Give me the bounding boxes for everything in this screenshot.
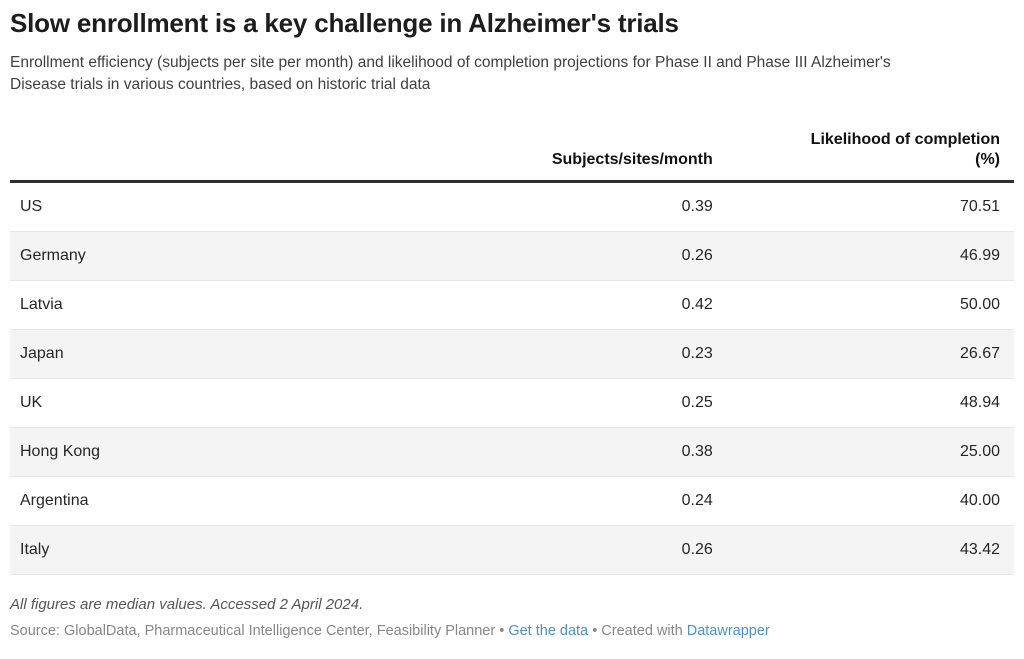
cell-country: Japan: [10, 329, 432, 379]
table-row: Germany 0.26 46.99: [10, 231, 1014, 281]
column-header-likelihood: Likelihood of completion (%): [712, 130, 1014, 183]
cell-subjects: 0.25: [431, 378, 713, 428]
cell-likelihood: 48.94: [712, 378, 1014, 428]
cell-subjects: 0.38: [431, 427, 713, 477]
source-text: Source: GlobalData, Pharmaceutical Intel…: [10, 623, 496, 639]
data-table: Subjects/sites/month Likelihood of compl…: [10, 130, 1014, 575]
separator-dot: •: [592, 623, 598, 639]
chart-subtitle: Enrollment efficiency (subjects per site…: [10, 54, 891, 93]
table-row: Argentina 0.24 40.00: [10, 476, 1014, 526]
cell-country: Germany: [10, 231, 432, 281]
cell-country: UK: [10, 378, 432, 428]
cell-likelihood: 26.67: [712, 329, 1014, 379]
cell-subjects: 0.24: [431, 476, 713, 526]
table-row: Latvia 0.42 50.00: [10, 280, 1014, 330]
table-row: Italy 0.26 43.42: [10, 525, 1014, 575]
cell-subjects: 0.23: [431, 329, 713, 379]
separator-dot: •: [499, 623, 505, 639]
cell-country: US: [10, 181, 432, 232]
created-with-text: Created with: [601, 623, 683, 639]
get-the-data-link[interactable]: Get the data: [508, 623, 589, 639]
column-header-country: [10, 130, 432, 183]
cell-subjects: 0.26: [431, 525, 713, 575]
page-title: Slow enrollment is a key challenge in Al…: [10, 8, 679, 38]
cell-likelihood: 46.99: [712, 231, 1014, 281]
column-header-likelihood-line2: (%): [975, 151, 1000, 168]
datawrapper-link[interactable]: Datawrapper: [686, 623, 770, 639]
table-row: Japan 0.23 26.67: [10, 329, 1014, 379]
column-header-subjects: Subjects/sites/month: [431, 130, 713, 183]
cell-country: Italy: [10, 525, 432, 575]
cell-country: Latvia: [10, 280, 432, 330]
cell-country: Argentina: [10, 476, 432, 526]
cell-country: Hong Kong: [10, 427, 432, 477]
source-line: Source: GlobalData, Pharmaceutical Intel…: [10, 621, 1014, 641]
chart-notes: All figures are median values. Accessed …: [10, 596, 364, 613]
cell-subjects: 0.26: [431, 231, 713, 281]
column-header-likelihood-line1: Likelihood of completion: [810, 131, 1000, 148]
table-body: US 0.39 70.51 Germany 0.26 46.99 Latvia 0.42 50.…: [10, 181, 1014, 575]
cell-likelihood: 25.00: [712, 427, 1014, 477]
table-row: UK 0.25 48.94: [10, 378, 1014, 428]
cell-likelihood: 43.42: [712, 525, 1014, 575]
cell-likelihood: 40.00: [712, 476, 1014, 526]
cell-likelihood: 50.00: [712, 280, 1014, 330]
cell-likelihood: 70.51: [712, 181, 1014, 232]
cell-subjects: 0.42: [431, 280, 713, 330]
table-row: Hong Kong 0.38 25.00: [10, 427, 1014, 477]
cell-subjects: 0.39: [431, 181, 713, 232]
table-header: Subjects/sites/month Likelihood of compl…: [10, 130, 1014, 183]
table-row: US 0.39 70.51: [10, 181, 1014, 232]
